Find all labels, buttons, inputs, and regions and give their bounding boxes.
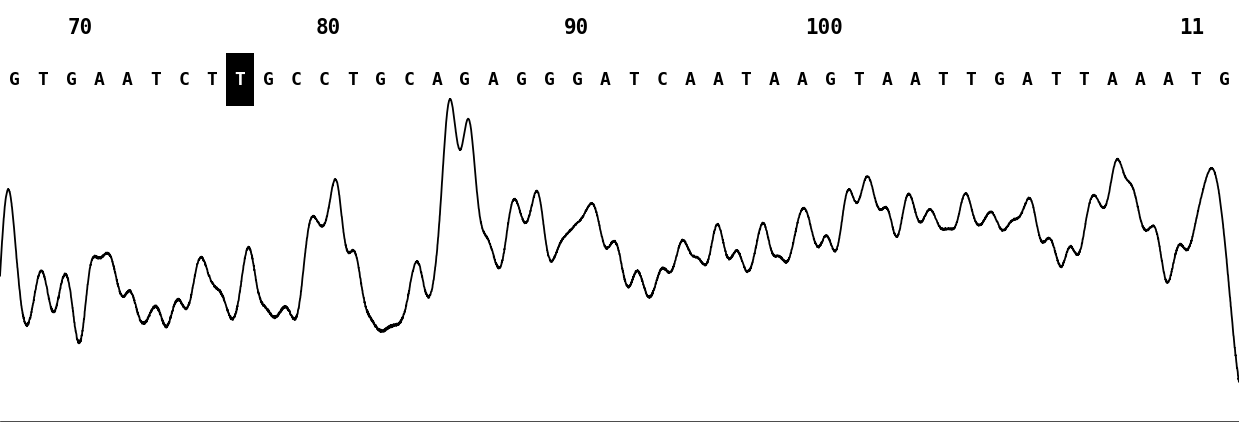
Text: 70: 70 [68, 18, 93, 38]
Text: C: C [403, 71, 414, 89]
Text: 80: 80 [316, 18, 341, 38]
Text: A: A [797, 71, 808, 89]
Text: 90: 90 [564, 18, 589, 38]
Text: T: T [1191, 71, 1202, 89]
Text: T: T [206, 71, 217, 89]
Text: A: A [1162, 71, 1173, 89]
Text: A: A [1022, 71, 1033, 89]
Text: A: A [712, 71, 724, 89]
Text: G: G [263, 71, 274, 89]
Text: T: T [741, 71, 752, 89]
Text: G: G [1219, 71, 1229, 89]
Text: A: A [94, 71, 104, 89]
Text: A: A [768, 71, 779, 89]
Text: A: A [600, 71, 611, 89]
FancyBboxPatch shape [225, 54, 254, 106]
Text: G: G [544, 71, 555, 89]
Text: G: G [10, 71, 20, 89]
Text: G: G [825, 71, 836, 89]
Text: G: G [375, 71, 385, 89]
Text: A: A [1106, 71, 1118, 89]
Text: G: G [66, 71, 77, 89]
Text: A: A [431, 71, 442, 89]
Text: T: T [938, 71, 948, 89]
Text: T: T [150, 71, 161, 89]
Text: T: T [1049, 71, 1061, 89]
Text: T: T [965, 71, 976, 89]
Text: C: C [178, 71, 190, 89]
Text: A: A [1135, 71, 1145, 89]
Text: A: A [684, 71, 695, 89]
Text: A: A [909, 71, 921, 89]
Text: T: T [854, 71, 864, 89]
Text: C: C [657, 71, 667, 89]
Text: C: C [318, 71, 330, 89]
Text: G: G [994, 71, 1005, 89]
Text: C: C [291, 71, 301, 89]
Text: 11: 11 [1180, 18, 1204, 38]
Text: A: A [881, 71, 892, 89]
Text: G: G [572, 71, 582, 89]
Text: G: G [460, 71, 471, 89]
Text: T: T [347, 71, 358, 89]
Text: A: A [121, 71, 133, 89]
Text: G: G [515, 71, 527, 89]
Text: T: T [628, 71, 639, 89]
Text: T: T [234, 71, 245, 89]
Text: T: T [37, 71, 48, 89]
Text: 100: 100 [805, 18, 843, 38]
Text: A: A [487, 71, 498, 89]
Text: T: T [1078, 71, 1089, 89]
